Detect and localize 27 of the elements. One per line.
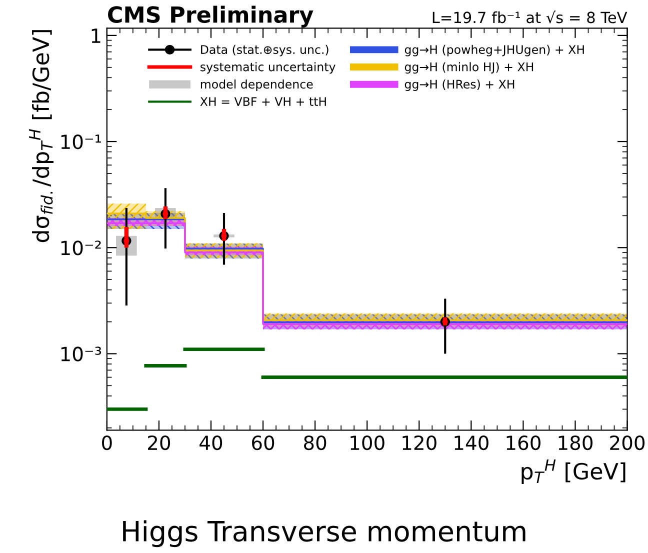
x-tick-label: 0 [102,435,112,450]
legend-label: model dependence [200,80,313,91]
x-tick-label: 160 [506,435,540,450]
x-tick-label: 100 [350,435,384,450]
legend-label: gg→H (powheg+JHUgen) + XH [404,44,584,56]
x-tick-label: 140 [454,435,488,450]
legend-label: Data (stat.⊕sys. unc.) [201,44,328,56]
x-tick-label: 120 [402,435,436,450]
legend-label: gg→H (HRes) + XH [404,80,514,91]
x-tick-label: 40 [200,435,222,450]
y-axis-title: dσ$_{fid.}$/dp$_{T}$$^{H}$ [fb/GeV] [29,30,54,242]
y-tick-label: 1 [92,28,100,43]
y-tick-label: 10⁻³ [61,346,102,362]
x-tick-label: 80 [304,435,326,450]
y-tick-label: 10⁻² [61,240,101,256]
x-tick-label: 60 [252,435,274,450]
legend-label: gg→H (minlo HJ) + XH [404,62,534,74]
legend-label: XH = VBF + VH + ttH [200,97,326,106]
x-axis-title: p$_{T}$$^{H}$ [GeV] [522,459,626,484]
text: L=19.7 fb⁻¹ at √s = 8 TeV [432,10,628,24]
legend-label: systematic uncertainty [200,62,336,74]
x-tick-label: 20 [148,435,170,450]
x-tick-label: 180 [558,435,592,450]
text: Higgs Transverse momentum [123,520,526,548]
y-tick-label: 10⁻¹ [61,134,101,150]
x-tick-label: 200 [610,435,645,450]
chart-title: CMS Preliminary [108,6,314,28]
